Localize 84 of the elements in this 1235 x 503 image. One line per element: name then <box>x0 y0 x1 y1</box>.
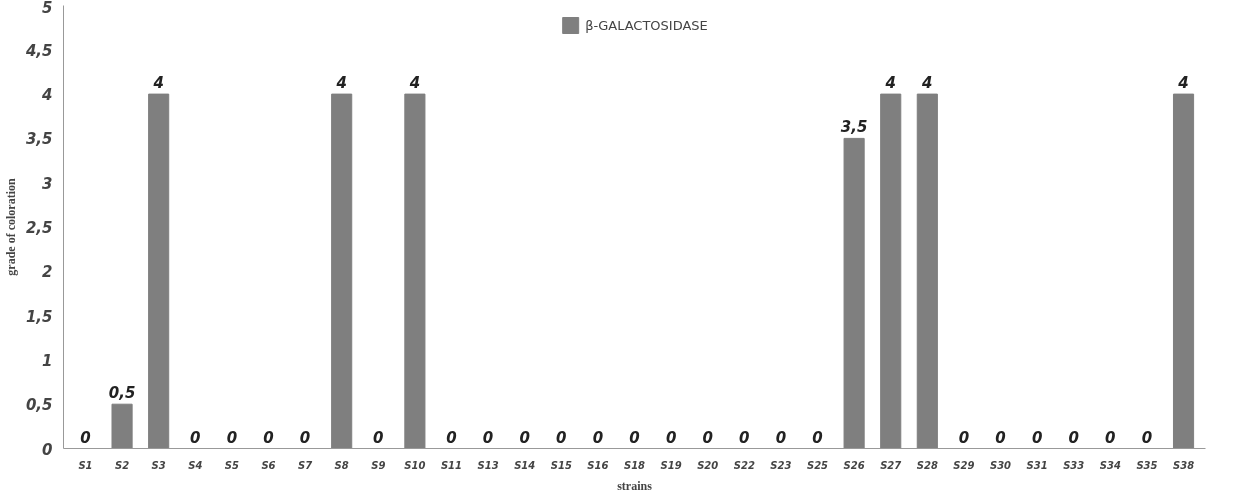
x-tick-label: S15 <box>550 459 572 471</box>
y-tick-label: 5 <box>42 0 53 17</box>
x-tick-label: S11 <box>440 459 463 471</box>
x-tick-label: S35 <box>1136 459 1158 471</box>
y-tick-label: 2 <box>42 263 53 282</box>
data-label: 4 <box>921 74 933 93</box>
data-label: 4 <box>408 74 421 93</box>
y-axis-title: grade of coloration <box>3 178 18 276</box>
y-tick-label: 4 <box>41 86 53 105</box>
x-tick-label: S9 <box>371 459 386 471</box>
bar <box>111 403 133 449</box>
x-tick-label: S31 <box>1026 459 1048 471</box>
y-tick-label: 3,5 <box>25 130 53 149</box>
x-tick-label: S19 <box>660 459 682 471</box>
bar <box>148 93 170 449</box>
data-label: 0 <box>1031 428 1043 447</box>
x-tick-label: S38 <box>1172 459 1195 471</box>
data-label: 0,5 <box>108 384 136 403</box>
x-tick-label: S2 <box>114 459 130 471</box>
data-label: 0 <box>373 428 384 447</box>
x-tick-label: S18 <box>623 459 646 471</box>
data-label: 0 <box>263 428 274 447</box>
bar <box>843 137 865 449</box>
x-tick-label: S13 <box>477 459 499 471</box>
data-label: 0 <box>592 428 604 447</box>
data-label: 4 <box>884 74 896 93</box>
x-tick-label: S28 <box>916 459 938 471</box>
data-label: 4 <box>1177 74 1189 93</box>
data-label: 3,5 <box>840 118 868 137</box>
data-label: 0 <box>482 428 494 447</box>
bar <box>880 93 902 449</box>
y-tick-label: 2,5 <box>25 219 53 237</box>
data-label: 0 <box>519 428 530 447</box>
data-label: 0 <box>702 428 713 447</box>
data-label: 0 <box>739 428 750 447</box>
y-tick-label: 1 <box>42 351 53 370</box>
x-tick-label: S29 <box>953 459 975 471</box>
data-label: 0 <box>299 428 311 447</box>
bar <box>916 93 938 449</box>
x-tick-label: S20 <box>697 459 719 471</box>
data-label: 0 <box>629 428 640 447</box>
x-tick-label: S25 <box>806 459 829 471</box>
x-tick-label: S7 <box>298 459 313 471</box>
x-tick-label: S23 <box>770 459 792 471</box>
data-label: 0 <box>775 428 787 447</box>
data-label: 0 <box>995 428 1006 447</box>
x-tick-label: S1 <box>78 459 93 471</box>
x-tick-label: S34 <box>1099 459 1121 471</box>
x-tick-label: S22 <box>733 459 755 471</box>
data-label: 0 <box>665 428 677 447</box>
data-label: 0 <box>958 428 970 447</box>
x-tick-label: S30 <box>989 459 1012 471</box>
y-tick-label: 3 <box>42 174 53 193</box>
x-tick-label: S27 <box>880 459 902 471</box>
x-tick-label: S6 <box>261 459 276 471</box>
data-label: 4 <box>152 74 164 93</box>
x-tick-label: S26 <box>843 459 865 471</box>
data-label: 0 <box>190 428 201 447</box>
bar <box>1172 93 1195 449</box>
data-label: 0 <box>226 428 238 447</box>
y-tick-label: 1,5 <box>25 307 53 326</box>
x-tick-label: S33 <box>1063 459 1085 471</box>
data-label: 0 <box>1068 428 1079 447</box>
x-tick-label: S16 <box>587 459 609 471</box>
bar <box>331 93 353 449</box>
x-tick-label: S10 <box>404 459 426 471</box>
x-tick-label: S8 <box>334 459 349 471</box>
data-label: 0 <box>1105 428 1116 447</box>
bar <box>404 93 426 449</box>
legend-label: β-GALACTOSIDASE <box>585 17 708 33</box>
x-tick-label: S14 <box>514 459 536 471</box>
data-label: 4 <box>335 74 347 93</box>
y-tick-label: 4,5 <box>24 41 53 60</box>
data-label: 0 <box>80 428 91 447</box>
x-tick-label: S5 <box>224 459 239 471</box>
y-tick-label: 0,5 <box>25 396 53 415</box>
x-tick-label: S3 <box>151 459 166 471</box>
data-label: 0 <box>1141 428 1153 447</box>
x-tick-label: S4 <box>188 459 203 471</box>
data-label: 0 <box>446 428 457 447</box>
x-axis-title: strains <box>617 478 653 493</box>
data-label: 0 <box>812 428 823 447</box>
y-tick-label: 0 <box>42 440 53 459</box>
data-label: 0 <box>556 428 567 447</box>
